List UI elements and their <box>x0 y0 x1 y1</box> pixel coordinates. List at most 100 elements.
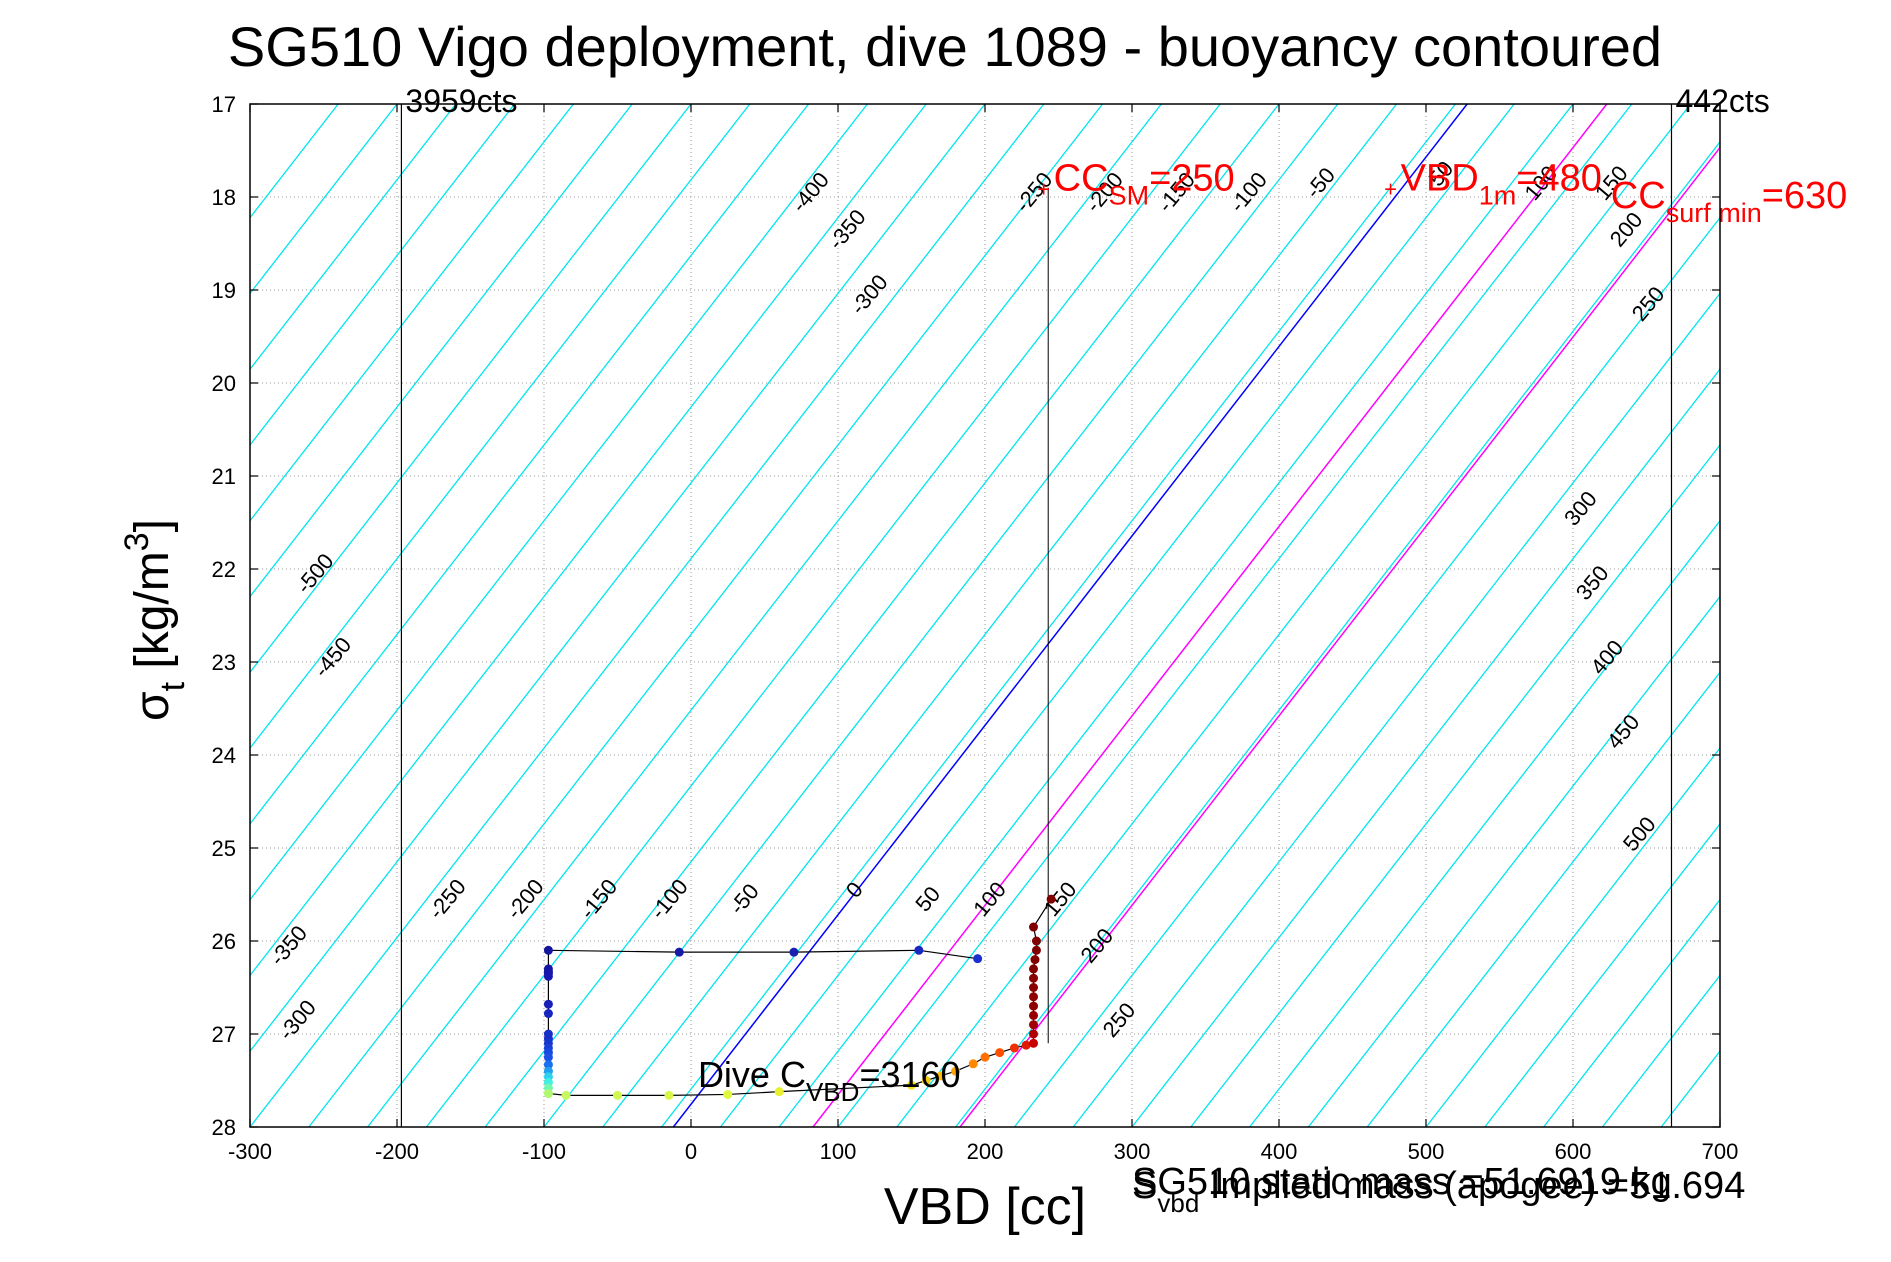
x-axis-label: VBD [cc] <box>884 1178 1086 1236</box>
dive-point <box>1029 964 1039 974</box>
count-marker-label: 442cts <box>1675 83 1769 119</box>
dive-point <box>980 1052 990 1062</box>
x-tick-label: -200 <box>375 1139 419 1164</box>
y-tick-label: 22 <box>212 557 236 582</box>
dive-point <box>995 1048 1005 1058</box>
x-tick-label: 400 <box>1261 1139 1298 1164</box>
dive-point <box>543 999 553 1009</box>
cc-surf-min-annotation-sub: surf min <box>1666 198 1762 228</box>
footer-implied-mass-sub: vbd <box>1157 1188 1199 1218</box>
dive-point <box>543 1009 553 1019</box>
footer-implied-mass: Svbd Implied mass (apogee) =51.694 <box>1132 1165 1745 1218</box>
cc-sm-annotation-marker: + <box>1037 176 1050 201</box>
dive-point <box>543 1089 553 1099</box>
y-tick-label: 25 <box>212 836 236 861</box>
contour-line <box>1307 595 1720 1127</box>
contour-line <box>1249 519 1720 1127</box>
dive-point <box>543 1052 553 1062</box>
contour-line <box>308 104 1104 1127</box>
dive-point <box>561 1090 571 1100</box>
limit-line <box>812 104 1608 1127</box>
y-axis-label-unit: [kg/m <box>126 551 179 682</box>
contour-line <box>837 104 1633 1127</box>
y-tick-label: 18 <box>212 185 236 210</box>
dive-point <box>936 1071 946 1081</box>
x-tick-label: 100 <box>820 1139 857 1164</box>
contour-line <box>250 104 868 901</box>
contour-line <box>1484 822 1720 1127</box>
contour-line <box>1072 292 1720 1127</box>
contour-line <box>250 104 986 1053</box>
dive-point <box>914 945 924 955</box>
cc-sm-annotation-tail: =250 <box>1149 157 1235 199</box>
dive-cvbd-annotation-main: Dive C <box>698 1054 806 1095</box>
dive-point <box>1029 1038 1039 1048</box>
dive-point <box>774 1087 784 1097</box>
contour-line <box>602 104 1398 1127</box>
contour-line <box>778 104 1574 1127</box>
dive-point <box>723 1089 733 1099</box>
plot-clip-group <box>250 104 1720 1127</box>
dive-point <box>1029 983 1039 992</box>
dive-point <box>1029 992 1039 1002</box>
dive-cvbd-annotation-tail: =3160 <box>859 1054 960 1095</box>
cc-surf-min-annotation-main: CC <box>1611 175 1666 217</box>
y-axis-label-superscript: 3 <box>118 532 156 551</box>
dive-point <box>543 1060 553 1070</box>
dive-point <box>1029 1020 1039 1030</box>
dive-point <box>1029 922 1039 932</box>
dive-point <box>1029 1001 1039 1011</box>
neutral-buoyancy-line <box>672 104 1468 1127</box>
dive-point <box>968 1059 978 1069</box>
contour-line <box>484 104 1280 1127</box>
dive-point <box>1031 945 1041 955</box>
y-tick-label: 28 <box>212 1115 236 1140</box>
dive-point <box>1029 973 1039 983</box>
limit-line <box>959 146 1720 1127</box>
y-tick-label: 27 <box>212 1022 236 1047</box>
dive-point <box>1031 936 1041 946</box>
y-tick-label: 26 <box>212 929 236 954</box>
contour-line <box>250 104 457 371</box>
count-marker-label: 3959cts <box>405 83 517 119</box>
dive-point <box>1030 955 1040 965</box>
y-tick-label: 21 <box>212 464 236 489</box>
contour-line <box>719 104 1515 1127</box>
dive-point <box>907 1080 916 1090</box>
contour-line <box>250 104 810 825</box>
x-tick-label: 200 <box>967 1139 1004 1164</box>
contour-line <box>250 104 692 674</box>
footer-static-mass: SG510 static mass =51.6919 kg <box>1132 1161 1672 1203</box>
contour-line <box>1190 443 1720 1127</box>
y-axis-label: σt [kg/m3] <box>118 519 192 721</box>
vbd-1m-annotation-main: VBD <box>1401 157 1479 199</box>
dive-point <box>921 1076 931 1085</box>
x-tick-label: 300 <box>1114 1139 1151 1164</box>
y-tick-label: 19 <box>212 278 236 303</box>
vbd-1m-annotation-sub: 1m <box>1479 180 1517 210</box>
y-axis-label-close: ] <box>126 519 179 532</box>
x-tick-label: 0 <box>685 1139 697 1164</box>
contour-line <box>1131 368 1720 1127</box>
contour-line <box>543 104 1339 1127</box>
dive-point <box>674 947 684 957</box>
dive-point <box>1046 894 1056 904</box>
contour-line <box>250 104 398 295</box>
vbd-1m-annotation: VBD1m=480 <box>1401 157 1602 210</box>
cc-surf-min-annotation: CCsurf min=630 <box>1611 175 1848 228</box>
contour-line <box>250 104 927 977</box>
x-tick-label: -100 <box>522 1139 566 1164</box>
cc-sm-annotation-main: CC <box>1054 157 1109 199</box>
dive-point <box>543 945 553 955</box>
dive-point <box>1009 1043 1019 1053</box>
contour-line <box>1543 898 1720 1127</box>
x-tick-label: 700 <box>1702 1139 1739 1164</box>
y-axis-label-symbol: σ <box>126 691 179 721</box>
vbd-1m-annotation-marker: + <box>1384 176 1397 201</box>
dive-point <box>1021 1040 1031 1050</box>
dive-point <box>1029 1010 1039 1020</box>
y-tick-label: 23 <box>212 650 236 675</box>
vbd-1m-annotation-tail: =480 <box>1516 157 1602 199</box>
dive-point <box>1029 1029 1039 1039</box>
